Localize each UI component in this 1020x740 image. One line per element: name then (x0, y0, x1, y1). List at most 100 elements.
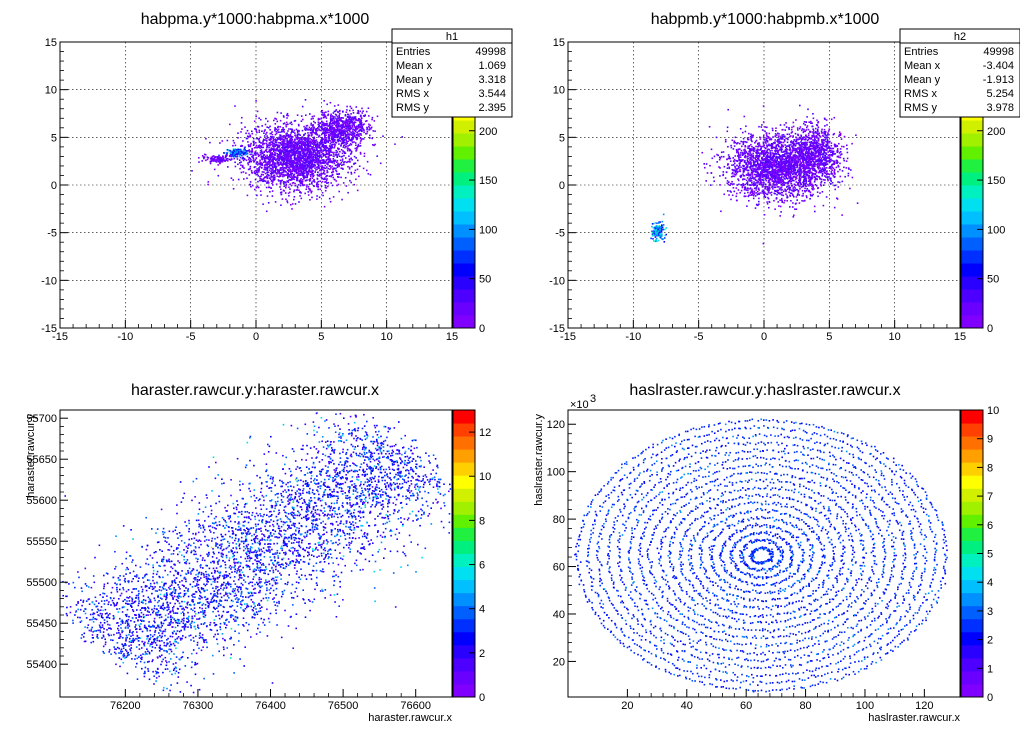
data-cell (736, 160, 738, 162)
data-cell (756, 193, 759, 196)
data-cell (262, 144, 264, 146)
data-cell (343, 125, 346, 128)
data-cell (318, 196, 321, 199)
data-cell (345, 133, 348, 136)
data-cell (249, 153, 252, 156)
data-cell (250, 169, 253, 172)
data-cell (259, 159, 261, 162)
data-cell (286, 155, 289, 157)
data-cell (294, 184, 296, 187)
data-cell (301, 156, 303, 159)
data-cell (767, 189, 769, 191)
data-cell (321, 112, 324, 114)
data-cell (251, 130, 253, 133)
data-cell (341, 158, 344, 160)
data-cell (741, 153, 744, 155)
data-cell (288, 145, 291, 147)
data-cell (344, 123, 347, 126)
data-cell (767, 196, 769, 199)
data-cell (762, 141, 765, 144)
data-cell (258, 129, 261, 132)
data-cell (329, 159, 331, 161)
data-cell (259, 163, 261, 165)
data-cell (313, 115, 315, 117)
data-cell (838, 152, 841, 154)
data-cell (308, 188, 311, 191)
data-cell (786, 195, 788, 197)
data-cell (297, 172, 299, 175)
data-cell (217, 174, 220, 177)
data-cell (350, 171, 352, 174)
data-cell (296, 164, 299, 167)
data-cell (210, 160, 213, 163)
data-cell (338, 115, 340, 118)
data-cell (286, 200, 288, 202)
data-cell (311, 140, 314, 143)
data-cell (276, 111, 279, 114)
data-cell (346, 119, 349, 121)
data-cell (284, 192, 287, 194)
data-cell (805, 177, 807, 180)
data-cell (282, 138, 284, 141)
data-cell (268, 169, 271, 172)
data-cell (800, 141, 802, 143)
data-cell (304, 127, 307, 129)
data-cell (794, 147, 797, 150)
data-cell (356, 119, 359, 121)
data-cell (257, 155, 260, 158)
data-cell (260, 161, 262, 164)
data-cell (279, 174, 282, 176)
data-cell (723, 165, 726, 168)
data-cell (764, 178, 767, 180)
data-cell (766, 141, 769, 143)
data-cell (313, 128, 315, 130)
data-cell (274, 145, 277, 147)
data-cell (253, 143, 255, 145)
data-cell (358, 130, 360, 133)
data-cell (287, 141, 289, 144)
data-cell (294, 147, 296, 149)
data-cell (204, 153, 206, 156)
data-cell (294, 182, 296, 185)
data-cell (238, 155, 240, 158)
data-cell (325, 137, 327, 139)
data-cell (360, 122, 363, 124)
data-cell (349, 130, 351, 133)
data-cell (258, 141, 261, 143)
data-cell (348, 148, 350, 151)
data-cell (309, 137, 311, 140)
data-cell (264, 176, 267, 178)
data-cell (309, 180, 311, 182)
data-cell (239, 156, 242, 159)
data-cell (347, 191, 349, 194)
data-cell (267, 180, 269, 182)
data-cell (349, 126, 352, 128)
data-cell (278, 175, 281, 178)
data-cell (302, 165, 305, 167)
data-cell (286, 146, 288, 149)
data-cell (733, 190, 736, 193)
data-cell (240, 145, 243, 147)
data-cell (268, 158, 270, 161)
data-cell (283, 152, 285, 154)
data-cell (256, 168, 258, 170)
data-cell (271, 154, 273, 157)
data-cell (817, 137, 820, 139)
data-cell (335, 167, 337, 170)
data-cell (282, 136, 284, 139)
data-cell (776, 176, 778, 178)
data-cell (283, 146, 286, 149)
data-cell (275, 128, 278, 130)
data-cell (222, 155, 224, 158)
data-cell (316, 161, 318, 164)
data-cell (313, 185, 315, 188)
data-cell (306, 176, 309, 179)
data-cell (232, 179, 234, 181)
data-cell (301, 160, 304, 162)
data-cell (268, 144, 270, 147)
data-cell (308, 153, 310, 155)
data-cell (213, 168, 216, 171)
data-cell (279, 144, 281, 147)
data-cell (276, 137, 279, 139)
data-cell (790, 183, 793, 185)
